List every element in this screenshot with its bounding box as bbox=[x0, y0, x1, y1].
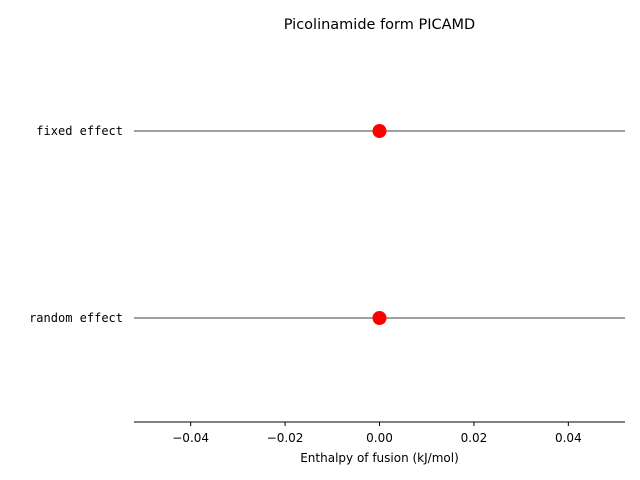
category-label-fixed-effect: fixed effect bbox=[36, 124, 123, 138]
x-tick-label: 0.02 bbox=[461, 431, 488, 445]
x-axis-ticks: −0.04 −0.02 0.00 0.02 0.04 bbox=[172, 422, 582, 445]
point-random-effect bbox=[372, 311, 387, 325]
x-axis-label: Enthalpy of fusion (kJ/mol) bbox=[300, 451, 459, 465]
x-tick-label: −0.02 bbox=[267, 431, 304, 445]
point-fixed-effect bbox=[372, 124, 387, 138]
category-label-random-effect: random effect bbox=[29, 311, 123, 325]
x-tick-label: −0.04 bbox=[172, 431, 209, 445]
interval-lines bbox=[134, 130, 625, 319]
point-markers bbox=[372, 124, 387, 325]
chart-title: Picolinamide form PICAMD bbox=[284, 17, 475, 33]
x-tick-label: 0.04 bbox=[555, 431, 582, 445]
x-tick-label: 0.00 bbox=[366, 431, 393, 445]
category-labels: fixed effect random effect bbox=[29, 124, 123, 325]
